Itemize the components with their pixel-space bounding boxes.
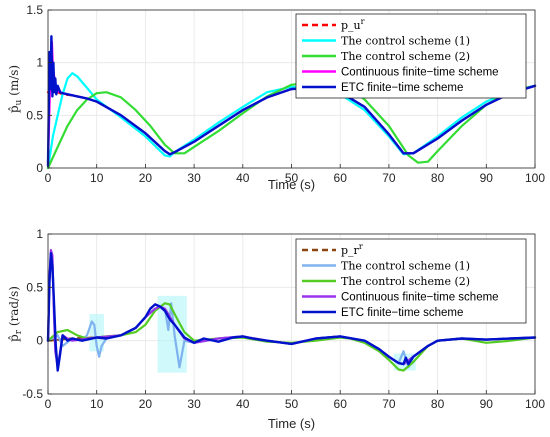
y-tick-label: 0.5 [26, 280, 43, 294]
x-tick-label: 70 [382, 171, 396, 185]
legend-label-text: ETC finite−time scheme [341, 82, 463, 94]
x-tick-label: 0 [45, 397, 52, 411]
legend-label-text: The control scheme (2) [341, 50, 470, 63]
legend-label: Continuous finite−time scheme [341, 292, 499, 304]
x-tick-label: 30 [187, 397, 201, 411]
x-tick-label: 60 [334, 171, 348, 185]
legend-label-text: The control scheme (2) [341, 275, 470, 288]
y-tick-label: 1 [36, 227, 43, 241]
y-axis-label-bottom: p̂r (rad/s) [7, 286, 24, 342]
y-ticks-top: 0 0.5 1 1.5 [26, 3, 52, 175]
x-tick-label: 60 [334, 397, 348, 411]
legend-label: ETC finite−time scheme [341, 82, 463, 94]
x-tick-label: 40 [236, 171, 250, 185]
legend-label: The control scheme (2) [341, 50, 470, 63]
y-tick-label: -0.5 [22, 387, 43, 401]
series-lines-bottom [46, 248, 537, 372]
x-tick-label: 40 [236, 397, 250, 411]
legend-bottom: p_rr The control scheme (1) The control sc… [295, 238, 527, 324]
legend-top: p_ur The control scheme (1) The control sc… [295, 13, 527, 99]
legend-label-text: The control scheme (1) [341, 260, 470, 273]
x-tick-label: 50 [285, 171, 299, 185]
x-tick-label: 10 [90, 397, 104, 411]
velocity-estimate-plot: 0 10 20 30 40 50 60 70 80 90 100 0 0.5 1 1.5 Time (s)… [7, 3, 545, 192]
x-axis-label-top: Time (s) [268, 177, 315, 192]
legend-label: p_rr [341, 242, 363, 257]
y-axis-label-top: p̂u (m/s) [7, 65, 24, 113]
legend-label-text: Continuous finite−time scheme [341, 67, 499, 79]
x-tick-label: 90 [480, 171, 494, 185]
x-tick-label: 100 [525, 397, 545, 411]
x-tick-label: 0 [45, 171, 52, 185]
legend-label-superscript: r [361, 17, 365, 26]
legend-label: The control scheme (1) [341, 260, 470, 273]
series-lines-top [46, 35, 537, 170]
legend-box [295, 238, 527, 324]
legend-label-text: p_u [341, 19, 361, 32]
x-tick-label: 80 [431, 397, 445, 411]
x-tick-label: 30 [187, 171, 201, 185]
legend-label-text: The control scheme (1) [341, 35, 470, 48]
x-tick-label: 80 [431, 171, 445, 185]
legend-label: Continuous finite−time scheme [341, 67, 499, 79]
legend-label-text: ETC finite−time scheme [341, 307, 463, 319]
x-tick-label: 20 [139, 171, 153, 185]
y-tick-label: 0 [36, 334, 43, 348]
y-tick-label: 0 [36, 161, 43, 175]
x-ticks-top: 0 10 20 30 40 50 60 70 80 90 100 [45, 164, 545, 185]
x-tick-label: 100 [525, 171, 545, 185]
legend-label: p_ur [341, 17, 365, 32]
x-tick-label: 10 [90, 171, 104, 185]
y-tick-label: 1 [36, 56, 43, 70]
y-tick-label: 1.5 [26, 3, 43, 17]
x-ticks-bottom: 0 10 20 30 40 50 60 70 80 90 100 [45, 390, 545, 411]
x-tick-label: 50 [285, 397, 299, 411]
series-line-4 [46, 35, 537, 168]
x-tick-label: 90 [480, 397, 494, 411]
y-tick-label: 0.5 [26, 108, 43, 122]
x-tick-label: 20 [139, 397, 153, 411]
series-line-4 [46, 251, 537, 372]
yaw-rate-estimate-plot: 0 10 20 30 40 50 60 70 80 90 100 -0.500.51 Time (s… [7, 227, 545, 431]
y-ticks-bottom: -0.5 0 0.5 1 [22, 227, 52, 401]
legend-label-text: p_r [341, 244, 360, 257]
legend-label: ETC finite−time scheme [341, 307, 463, 319]
x-tick-label: 70 [382, 397, 396, 411]
series-line-2 [46, 80, 537, 170]
legend-label: The control scheme (2) [341, 275, 470, 288]
legend-label-superscript: r [359, 242, 363, 251]
legend-label: The control scheme (1) [341, 35, 470, 48]
legend-label-text: Continuous finite−time scheme [341, 292, 499, 304]
x-axis-label-bottom: Time (s) [268, 416, 315, 431]
